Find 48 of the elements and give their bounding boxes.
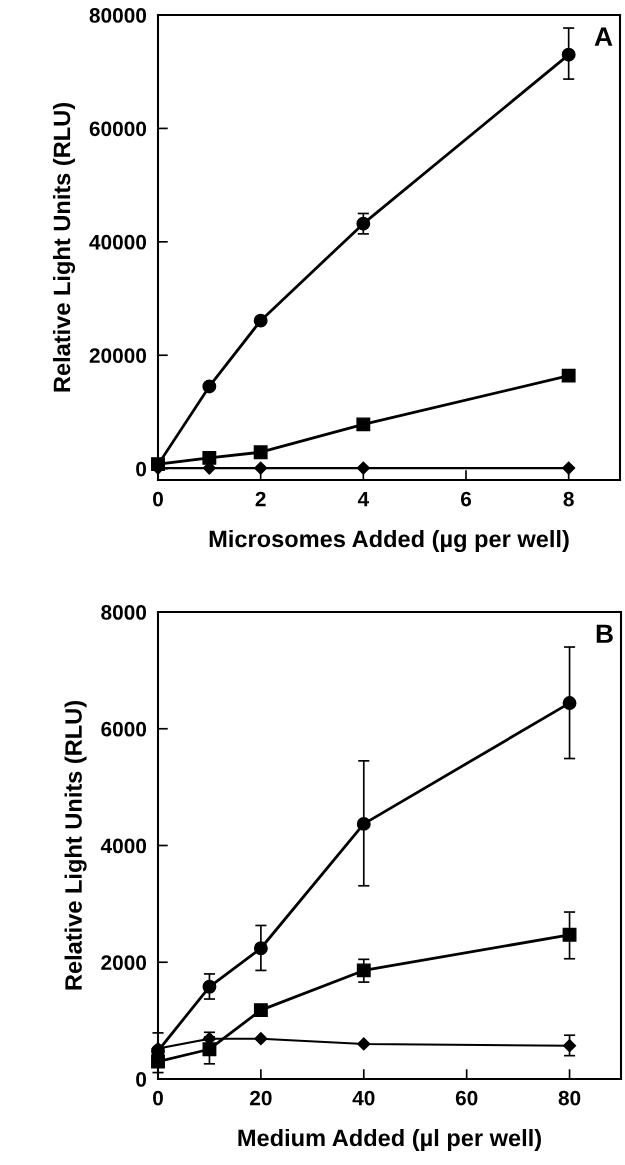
point [356, 963, 371, 978]
x-tick-label: 60 [455, 1090, 478, 1106]
point [254, 1032, 268, 1046]
x-tick-label: 8 [563, 491, 574, 507]
point [561, 47, 576, 62]
point [202, 979, 217, 994]
y-tick-label: 80000 [89, 8, 147, 23]
point [356, 216, 371, 231]
point [356, 461, 370, 475]
point [561, 368, 576, 383]
y-axis-title: Relative Light Units (RLU) [52, 103, 76, 392]
x-tick-label: 80 [558, 1090, 581, 1106]
x-tick-label: 20 [250, 1090, 272, 1106]
point [562, 1039, 577, 1053]
y-tick-label: 6000 [101, 721, 147, 737]
point [253, 941, 268, 956]
y-tick-label: 0 [136, 461, 147, 477]
point [357, 1037, 371, 1051]
y-tick-label: 60000 [89, 121, 147, 137]
x-tick-label: 4 [357, 491, 370, 507]
x-tick-label: 0 [153, 491, 163, 507]
x-tick-label: 2 [255, 491, 266, 507]
point [562, 927, 577, 942]
point [253, 445, 268, 460]
y-axis-title: Relative Light Units (RLU) [64, 701, 87, 990]
x-tick-label: 6 [460, 491, 472, 507]
y-tick-label: 20000 [89, 348, 147, 363]
point [253, 313, 268, 328]
point [253, 1003, 268, 1018]
y-tick-label: 0 [136, 1072, 147, 1087]
point [562, 696, 577, 711]
y-tick-label: 40000 [89, 234, 147, 250]
annotation: A [594, 27, 613, 46]
x-tick-label: 0 [153, 1090, 163, 1106]
annotation: B [596, 624, 613, 643]
point [356, 417, 371, 432]
point [254, 461, 268, 475]
y-tick-label: 8000 [101, 605, 147, 620]
y-tick-label: 4000 [100, 838, 147, 854]
x-tick-label: 40 [352, 1090, 375, 1106]
point [151, 1054, 165, 1069]
point [202, 450, 217, 465]
x-axis-title: Medium Added (µl per well) [238, 1128, 541, 1151]
point [202, 379, 217, 394]
y-tick-label: 2000 [101, 955, 147, 970]
x-axis-title: Microsomes Added (µg per well) [209, 529, 569, 553]
point [562, 461, 576, 475]
point [356, 816, 371, 831]
